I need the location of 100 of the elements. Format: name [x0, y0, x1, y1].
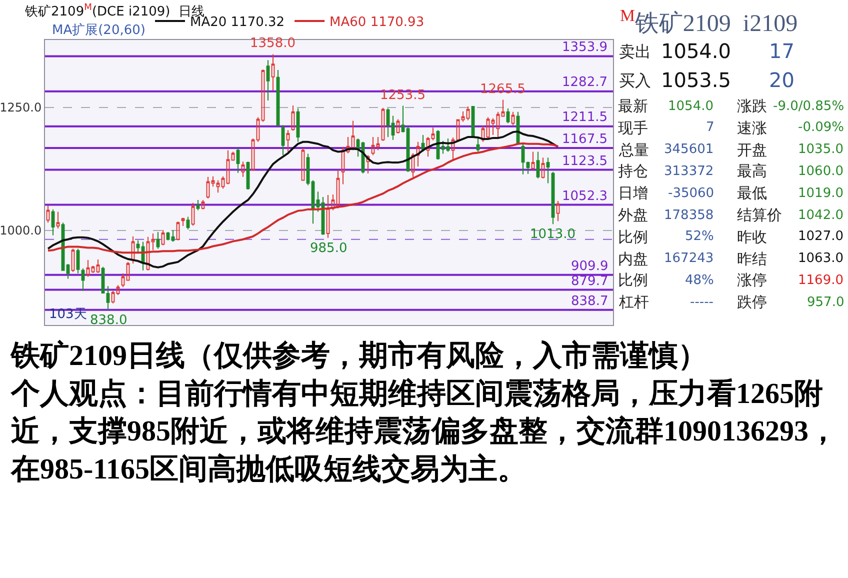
candlestick: [136, 240, 140, 254]
candlestick: [376, 136, 380, 151]
candlestick: [256, 116, 260, 142]
text: 1060.0: [798, 164, 844, 179]
text: 日增: [618, 184, 648, 202]
candlestick: [331, 194, 335, 211]
candlestick: [371, 136, 375, 156]
text: 外盘: [618, 206, 648, 224]
candlestick: [391, 115, 395, 140]
text: 20: [769, 68, 794, 92]
text: 昨结: [737, 250, 767, 268]
y-tick-label: 1000.0: [0, 224, 42, 238]
text: 涨跌: [737, 97, 767, 115]
text: 167243: [664, 251, 714, 266]
text: 现手: [618, 119, 648, 137]
candlestick: [316, 191, 320, 212]
ref-line-label: 1052.3: [562, 189, 608, 204]
candlestick: [176, 221, 180, 241]
candlestick: [66, 263, 70, 280]
text: 7: [706, 120, 714, 135]
candlestick: [396, 118, 400, 134]
candlestick: [261, 69, 265, 122]
text: 速涨: [737, 119, 767, 137]
candlestick: [356, 138, 360, 158]
text: 1063.0: [798, 251, 844, 266]
candlestick: [491, 118, 495, 136]
chart-subtitle: MA扩展(20,60): [52, 23, 146, 38]
text: 开盘: [737, 141, 767, 159]
text: 313372: [664, 164, 714, 179]
text: 178358: [664, 208, 714, 223]
candlestick: [201, 199, 205, 210]
text: 最高: [737, 162, 767, 180]
candlestick: [546, 157, 550, 184]
text: 1169.0: [798, 273, 844, 288]
candlestick: [186, 216, 190, 230]
text: 1053.5: [661, 68, 731, 92]
text: -0.09%: [798, 120, 844, 135]
text: 卖出: [619, 42, 651, 61]
candlestick: [441, 140, 445, 154]
candlestick: [221, 176, 225, 190]
candlestick: [91, 265, 95, 274]
text: 昨收: [737, 228, 767, 246]
candlestick: [346, 136, 350, 154]
candlestick: [236, 148, 240, 174]
ref-line-label: 1211.5: [562, 110, 608, 125]
candlestick: [496, 111, 500, 138]
candlestick: [106, 286, 110, 311]
candlestick: [171, 230, 175, 242]
candlestick: [126, 261, 130, 282]
annotation: 838.0: [90, 313, 128, 328]
ref-line-label: 879.7: [571, 274, 608, 289]
text: 跌停: [737, 293, 767, 311]
candlestick: [121, 272, 125, 288]
candlestick: [521, 142, 525, 175]
text: $^{M}$铁矿2109 i2109: [620, 6, 798, 38]
ref-line-label: 838.7: [571, 294, 608, 309]
text: 17: [769, 39, 794, 63]
candlestick: [411, 152, 415, 178]
text: 个人观点：目前行情有中短期维持区间震荡格局，压力看1265附近，支撑985附近，或将维持震荡偏多盘整，交流群1090136293，在985-1165区间高抛低吸短线交易为主。: [10, 377, 838, 486]
text: -35060: [668, 186, 714, 201]
candlestick: [501, 99, 505, 118]
candlestick: [511, 111, 515, 126]
candlestick: [181, 217, 185, 227]
annotation: 1253.5: [380, 88, 426, 103]
text: 最新: [618, 97, 648, 115]
text: 1035.0: [798, 142, 844, 157]
candlestick: [46, 204, 50, 224]
candlestick: [466, 106, 470, 121]
candlestick: [86, 260, 90, 278]
candlestick: [401, 105, 405, 134]
text: 最低: [737, 184, 767, 202]
ref-line-label: 1167.5: [562, 132, 608, 147]
candlestick: [161, 230, 165, 246]
ref-line-label: 909.9: [571, 259, 608, 274]
candlestick: [76, 248, 80, 274]
text: -----: [690, 295, 714, 310]
text: 持仓: [618, 162, 648, 180]
annotation: 103天: [49, 307, 87, 322]
candlestick: [211, 176, 215, 188]
candlestick: [426, 136, 430, 158]
candlestick: [556, 200, 560, 222]
candlestick: [131, 236, 135, 264]
text: 比例: [618, 271, 648, 289]
text: 涨停: [737, 271, 767, 289]
candlestick: [81, 268, 85, 292]
annotation: 1013.0: [530, 227, 576, 242]
legend-label: MA60 1170.93: [330, 15, 424, 30]
candlestick: [301, 148, 305, 182]
candlestick: [481, 126, 485, 142]
candlestick: [431, 127, 435, 141]
candlestick: [381, 107, 385, 142]
text: 买入: [619, 71, 651, 90]
candlestick: [156, 231, 160, 250]
text: 内盘: [618, 250, 648, 268]
text: 1054.0: [668, 99, 714, 114]
candlestick: [266, 60, 270, 102]
candlestick: [341, 146, 345, 185]
candlestick: [476, 136, 480, 152]
candlestick: [151, 232, 155, 251]
candlestick: [526, 161, 530, 174]
